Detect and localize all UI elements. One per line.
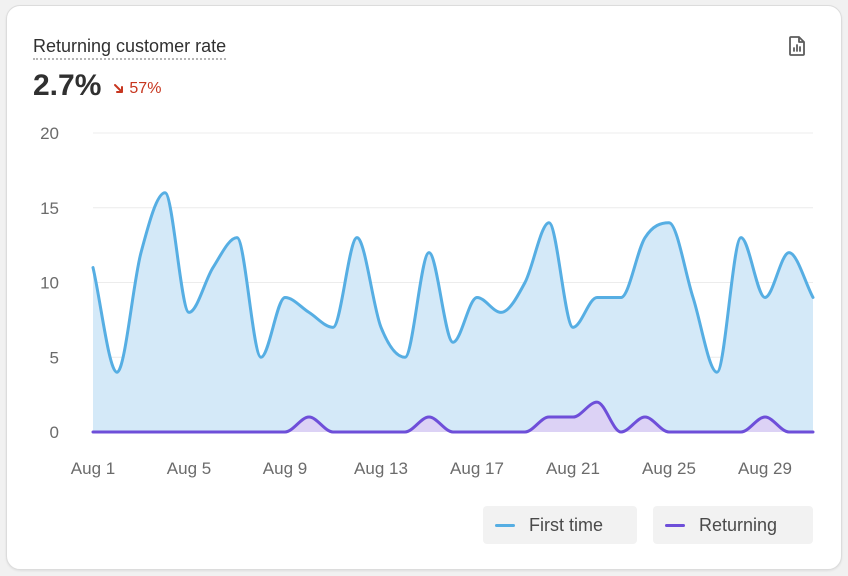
area-chart: 0 5 10 15 20 Aug 1 Aug 5 Aug 9 Aug 13 Aug 17 Aug 2… — [40, 124, 815, 478]
delta-badge: 57% — [113, 80, 161, 98]
x-tick-label: Aug 21 — [546, 459, 600, 478]
y-tick-label: 10 — [40, 274, 59, 293]
legend-label-returning: Returning — [699, 514, 778, 535]
series-line-first-time — [91, 191, 815, 374]
y-tick-label: 5 — [50, 348, 59, 367]
report-icon[interactable] — [785, 34, 809, 58]
metric-value: 2.7% — [33, 69, 102, 102]
legend-swatch-first-time — [495, 523, 515, 527]
legend-label-first-time: First time — [529, 514, 603, 535]
x-tick-label: Aug 5 — [167, 459, 211, 478]
x-tick-label: Aug 1 — [71, 459, 115, 478]
y-tick-label: 0 — [50, 423, 59, 442]
card-title[interactable]: Returning customer rate — [33, 36, 227, 60]
series-area-first-time — [93, 192, 813, 432]
x-tick-label: Aug 13 — [354, 459, 408, 478]
x-tick-label: Aug 29 — [738, 459, 792, 478]
legend-first-time[interactable]: First time — [483, 506, 637, 544]
delta-value: 57% — [129, 80, 162, 97]
x-tick-label: Aug 25 — [642, 459, 696, 478]
x-tick-label: Aug 17 — [450, 459, 504, 478]
series-line-returning — [91, 400, 815, 434]
x-tick-label: Aug 9 — [263, 459, 307, 478]
arrow-down-right-icon — [114, 84, 124, 93]
metric-summary: 2.7% 57% — [33, 68, 161, 104]
y-tick-label: 20 — [40, 124, 59, 143]
returning-customer-rate-card: Returning customer rate 2.7% 57% 0 5 10 15 2… — [6, 5, 842, 570]
legend-returning[interactable]: Returning — [653, 506, 813, 544]
legend-swatch-returning — [665, 523, 685, 527]
y-tick-label: 15 — [40, 199, 59, 218]
